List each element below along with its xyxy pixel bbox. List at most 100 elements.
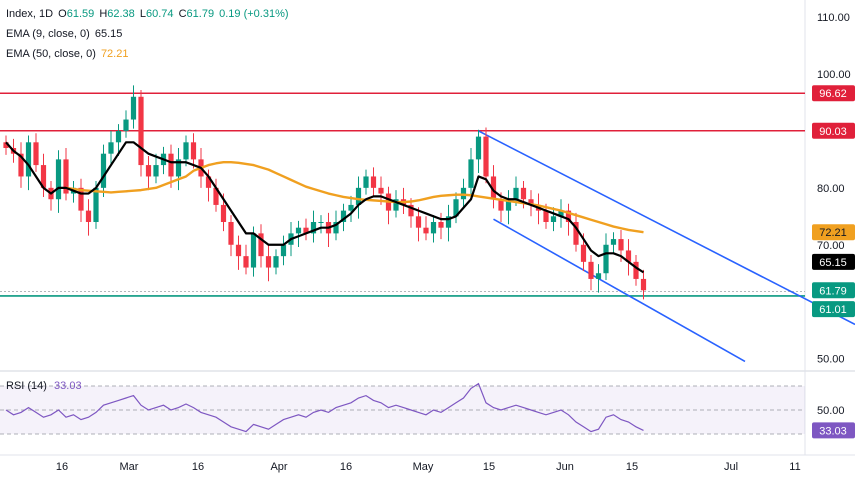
price-badge-ema50 bbox=[812, 224, 855, 241]
candle-body bbox=[633, 261, 639, 279]
candle-body bbox=[265, 256, 272, 268]
candle-body bbox=[190, 142, 197, 160]
candle-body bbox=[93, 187, 99, 222]
candle-body bbox=[138, 96, 144, 166]
rsi-value: 33.03 bbox=[54, 380, 82, 392]
candle-body bbox=[588, 261, 594, 279]
price-tick-label: 50.00 bbox=[817, 354, 845, 366]
candle-body bbox=[498, 199, 504, 211]
candle-body bbox=[273, 256, 279, 268]
candle-body bbox=[468, 159, 474, 188]
rsi-line bbox=[5, 382, 644, 433]
candle-body bbox=[40, 165, 47, 188]
candles bbox=[3, 85, 647, 300]
channel-lower bbox=[493, 218, 746, 363]
rsi-tick-label: 50.00 bbox=[817, 405, 845, 417]
candle-body bbox=[145, 165, 152, 177]
price-tick-label: 70.00 bbox=[817, 240, 845, 252]
candle-body bbox=[18, 153, 24, 177]
price-badge-resistance bbox=[812, 122, 855, 139]
candle-body bbox=[310, 222, 317, 234]
high-label: H bbox=[99, 8, 108, 20]
candle-body bbox=[453, 199, 459, 217]
price-tick-label: 80.00 bbox=[817, 183, 845, 195]
time-tick-label: 16 bbox=[192, 461, 204, 473]
candle-body bbox=[408, 204, 414, 217]
time-tick-label: 11 bbox=[789, 461, 800, 473]
candle-body bbox=[505, 199, 512, 211]
candle-body bbox=[550, 216, 557, 222]
candle-body bbox=[445, 216, 452, 228]
candle-body bbox=[85, 210, 92, 222]
candle-body bbox=[220, 204, 227, 222]
candle-body bbox=[513, 187, 519, 200]
price-tick-label: 100.00 bbox=[817, 69, 851, 81]
time-tick-label: Jun bbox=[556, 461, 574, 473]
price-badge-label: 61.79 bbox=[819, 285, 847, 297]
price-tick-label: 110.00 bbox=[817, 12, 850, 24]
channel-upper bbox=[478, 130, 855, 326]
candle-body bbox=[168, 153, 174, 177]
candle-body bbox=[175, 159, 182, 177]
ema50-legend: EMA (50, close, 0) 72.21 bbox=[6, 48, 128, 60]
time-tick-label: Apr bbox=[270, 461, 287, 473]
candle-body bbox=[318, 222, 324, 223]
candle-body bbox=[520, 187, 527, 200]
rsi-label: RSI (14) bbox=[6, 380, 47, 392]
ohlc-legend: Index, 1D O61.59 H62.38 L60.74 C61.79 0.… bbox=[6, 8, 289, 20]
candle-body bbox=[573, 222, 579, 245]
time-tick-label: 16 bbox=[56, 461, 68, 473]
candle-body bbox=[625, 250, 632, 262]
candle-body bbox=[100, 153, 107, 188]
candle-body bbox=[348, 204, 354, 211]
candle-body bbox=[543, 210, 549, 222]
candle-body bbox=[558, 210, 564, 217]
candle-body bbox=[183, 142, 189, 160]
candle-body bbox=[295, 227, 302, 234]
price-badge-label: 90.03 bbox=[819, 126, 847, 138]
time-tick-label: 15 bbox=[626, 461, 638, 473]
price-badge-ema9 bbox=[812, 253, 855, 270]
candle-body bbox=[340, 210, 347, 222]
candle-body bbox=[33, 142, 39, 166]
price-badge-support bbox=[812, 301, 855, 318]
time-tick-label: 16 bbox=[340, 461, 352, 473]
price-badge-label: 72.21 bbox=[819, 227, 847, 239]
time-tick-label: May bbox=[413, 461, 434, 473]
candle-body bbox=[603, 244, 609, 274]
candle-body bbox=[243, 256, 249, 268]
change-value: 0.19 (+0.31%) bbox=[219, 8, 289, 20]
price-badge-label: 96.62 bbox=[819, 88, 847, 100]
candle-body bbox=[355, 187, 362, 205]
candle-body bbox=[415, 216, 422, 228]
candle-body bbox=[490, 176, 497, 200]
candle-body bbox=[333, 222, 339, 234]
candle-body bbox=[3, 142, 9, 148]
rsi-badge bbox=[812, 422, 855, 439]
time-tick-label: Jul bbox=[724, 461, 738, 473]
ema9-value: 65.15 bbox=[94, 28, 123, 40]
ema50-label: EMA (50, close, 0) bbox=[6, 48, 96, 60]
candle-body bbox=[303, 227, 309, 234]
candle-body bbox=[228, 222, 234, 245]
ema9-legend: EMA (9, close, 0) 65.15 bbox=[6, 28, 122, 40]
ema9-line bbox=[5, 141, 645, 274]
candle-body bbox=[258, 233, 264, 257]
time-tick-label: Mar bbox=[120, 461, 139, 473]
price-badge-resistance bbox=[812, 85, 855, 102]
candle-body bbox=[528, 199, 534, 205]
open-label: O bbox=[58, 8, 67, 20]
candle-body bbox=[378, 187, 384, 194]
candle-body bbox=[423, 227, 429, 234]
low-label: L bbox=[139, 8, 146, 20]
candle-body bbox=[580, 244, 587, 262]
candle-body bbox=[63, 159, 69, 194]
candle-body bbox=[130, 96, 137, 120]
candle-body bbox=[153, 165, 159, 177]
time-tick-label: 15 bbox=[483, 461, 495, 473]
high-value: 62.38 bbox=[107, 8, 135, 20]
candle-body bbox=[475, 136, 482, 160]
rsi-badge-label: 33.03 bbox=[819, 425, 847, 437]
low-value: 60.74 bbox=[145, 8, 174, 20]
